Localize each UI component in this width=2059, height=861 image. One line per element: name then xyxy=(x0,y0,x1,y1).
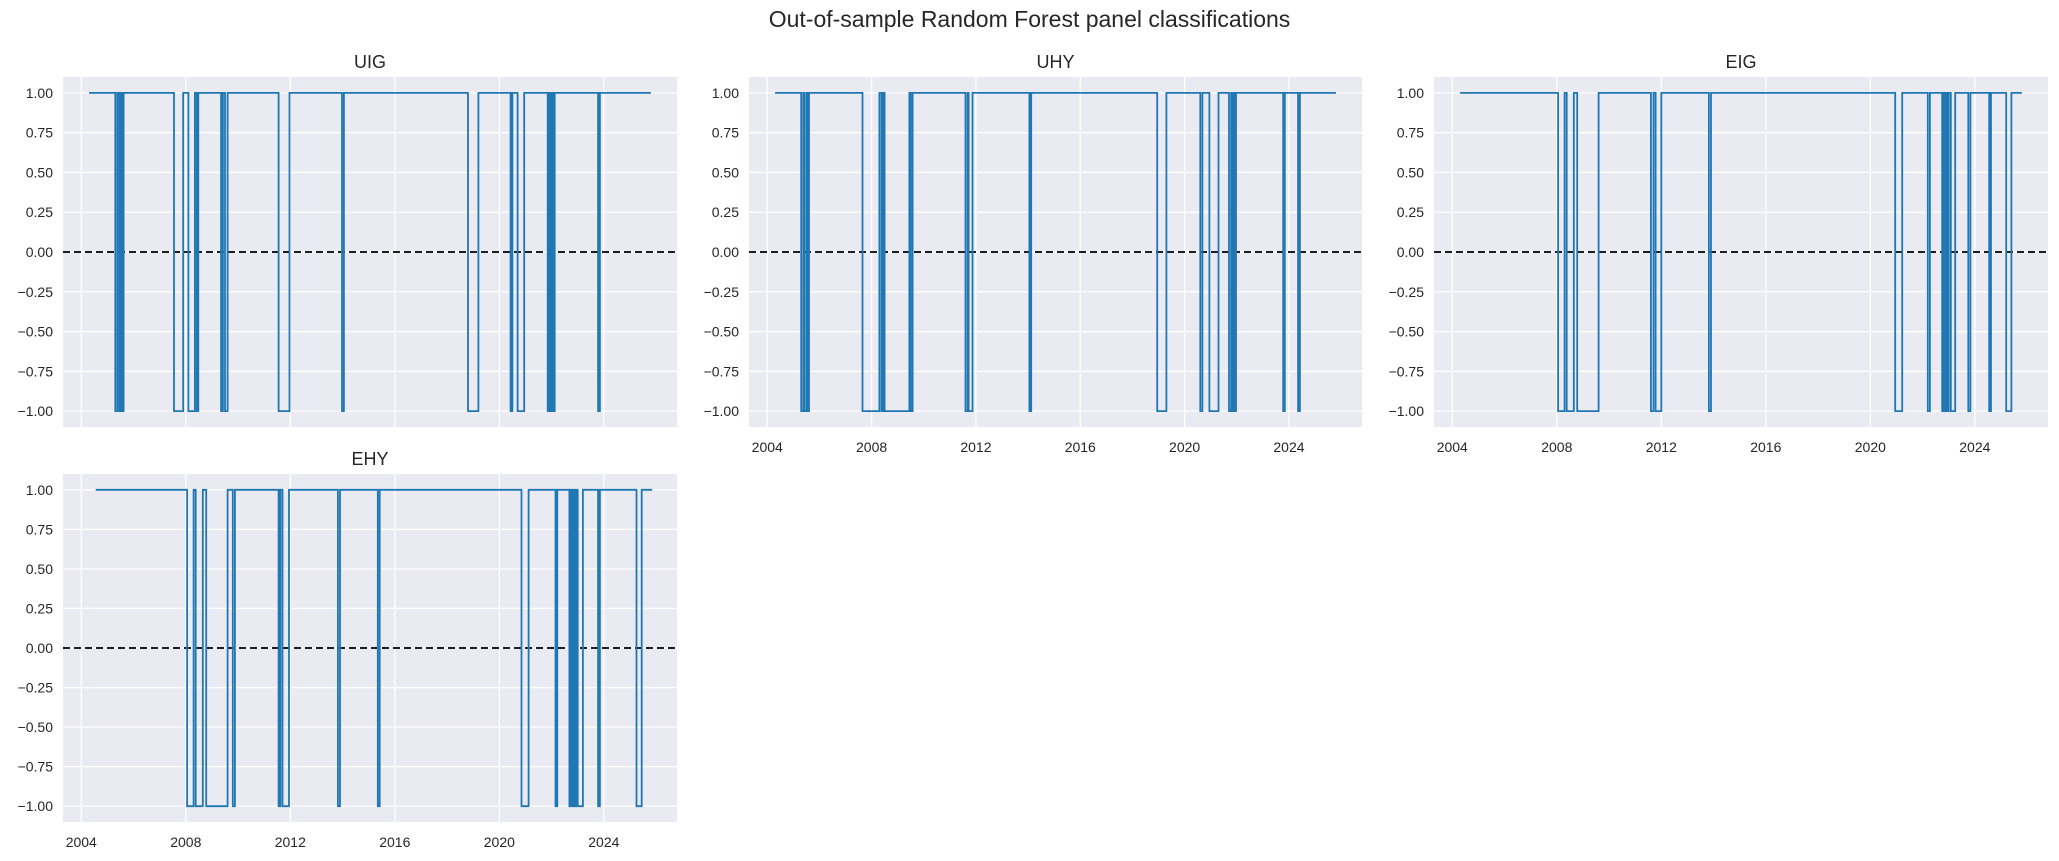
x-tick-label: 2016 xyxy=(1065,439,1096,455)
y-tick-label: 0.50 xyxy=(1397,164,1424,180)
y-tick-label: −1.00 xyxy=(1389,403,1425,419)
y-tick-label: −0.75 xyxy=(18,759,54,775)
y-tick-label: 0.50 xyxy=(26,164,53,180)
y-tick-label: 0.00 xyxy=(26,244,53,260)
y-tick-label: −1.00 xyxy=(18,403,54,419)
y-tick-label: −0.25 xyxy=(1389,284,1425,300)
subplot-uhy: UHY 1.00 0.75 0.50 0.25 0.00 −0.25 −0.50 −0.75 −… xyxy=(687,47,1366,461)
y-tick-label: −0.25 xyxy=(18,680,54,696)
x-tick-label: 2020 xyxy=(1169,439,1200,455)
y-tick-label: 0.50 xyxy=(26,561,53,577)
y-tick-label: −0.25 xyxy=(704,284,740,300)
x-tick-label: 2012 xyxy=(1646,439,1677,455)
x-tick-label: 2016 xyxy=(1750,439,1781,455)
y-tick-label: −0.50 xyxy=(18,324,54,340)
y-tick-label: −0.25 xyxy=(18,284,54,300)
subplot-ehy: EHY 1.00 0.75 0.50 0.25 0.00 −0.25 −0.50 −0.75 −… xyxy=(1,444,681,856)
y-tick-label: 0.25 xyxy=(26,204,53,220)
plot-area: 1.00 0.75 0.50 0.25 0.00 −0.25 −0.50 −0.75 −1.00 xyxy=(18,77,677,427)
y-tick-label: 0.00 xyxy=(26,640,53,656)
y-tick-label: 0.50 xyxy=(712,164,739,180)
y-tick-label: 1.00 xyxy=(1397,85,1424,101)
y-tick-label: 1.00 xyxy=(26,85,53,101)
x-tick-label: 2024 xyxy=(1273,439,1304,455)
y-tick-label: −0.75 xyxy=(704,363,740,379)
subplot-uig: UIG 1.00 0.75 0.50 0.25 0.00 −0.25 −0.50 −0.75 −… xyxy=(1,47,681,461)
x-tick-label: 2020 xyxy=(484,834,515,850)
y-tick-label: 0.75 xyxy=(1397,125,1424,141)
x-tick-label: 2004 xyxy=(1437,439,1468,455)
classification-series-line xyxy=(1460,92,2022,412)
y-tick-label: −0.50 xyxy=(18,719,54,735)
y-tick-label: 0.25 xyxy=(712,204,739,220)
y-tick-label: 0.75 xyxy=(26,125,53,141)
y-tick-label: 1.00 xyxy=(26,482,53,498)
subplot-title-uhy: UHY xyxy=(1036,52,1075,72)
y-tick-label: −0.75 xyxy=(18,363,54,379)
y-tick-label: 0.25 xyxy=(26,600,53,616)
x-tick-label: 2020 xyxy=(1855,439,1886,455)
plot-area: 1.00 0.75 0.50 0.25 0.00 −0.25 −0.50 −0.75 −1.00… xyxy=(18,474,677,850)
y-tick-label: −0.75 xyxy=(1389,363,1425,379)
y-tick-label: 0.75 xyxy=(26,521,53,537)
y-tick-label: 0.25 xyxy=(1397,204,1424,220)
y-tick-label: −1.00 xyxy=(18,798,54,814)
y-tick-label: −0.50 xyxy=(704,324,740,340)
y-tick-label: −1.00 xyxy=(704,403,740,419)
y-tick-label: 0.75 xyxy=(712,125,739,141)
plot-area: 1.00 0.75 0.50 0.25 0.00 −0.25 −0.50 −0.75 −1.00… xyxy=(704,77,1362,455)
x-tick-label: 2012 xyxy=(960,439,991,455)
subplot-eig: EIG 1.00 0.75 0.50 0.25 0.00 −0.25 −0.50 −0.75 −… xyxy=(1372,47,2052,461)
x-tick-label: 2004 xyxy=(752,439,783,455)
classification-series-line xyxy=(775,92,1336,412)
y-tick-label: −0.50 xyxy=(1389,324,1425,340)
x-tick-label: 2016 xyxy=(379,834,410,850)
classification-series-line xyxy=(89,92,651,412)
figure-title: Out-of-sample Random Forest panel classi… xyxy=(768,6,1291,32)
y-tick-label: 0.00 xyxy=(1397,244,1424,260)
subplot-title-eig: EIG xyxy=(1725,52,1757,72)
x-tick-label: 2024 xyxy=(588,834,619,850)
plot-area: 1.00 0.75 0.50 0.25 0.00 −0.25 −0.50 −0.75 −1.00… xyxy=(1389,77,2048,455)
classification-series-line xyxy=(95,488,653,808)
x-tick-label: 2008 xyxy=(170,834,201,850)
x-tick-label: 2024 xyxy=(1959,439,1990,455)
x-tick-label: 2012 xyxy=(275,834,306,850)
x-tick-label: 2008 xyxy=(1541,439,1572,455)
y-tick-label: 0.00 xyxy=(712,244,739,260)
subplot-title-ehy: EHY xyxy=(351,449,389,469)
x-tick-label: 2008 xyxy=(856,439,887,455)
x-tick-label: 2004 xyxy=(66,834,97,850)
y-tick-label: 1.00 xyxy=(712,85,739,101)
subplot-title-uig: UIG xyxy=(353,52,386,72)
